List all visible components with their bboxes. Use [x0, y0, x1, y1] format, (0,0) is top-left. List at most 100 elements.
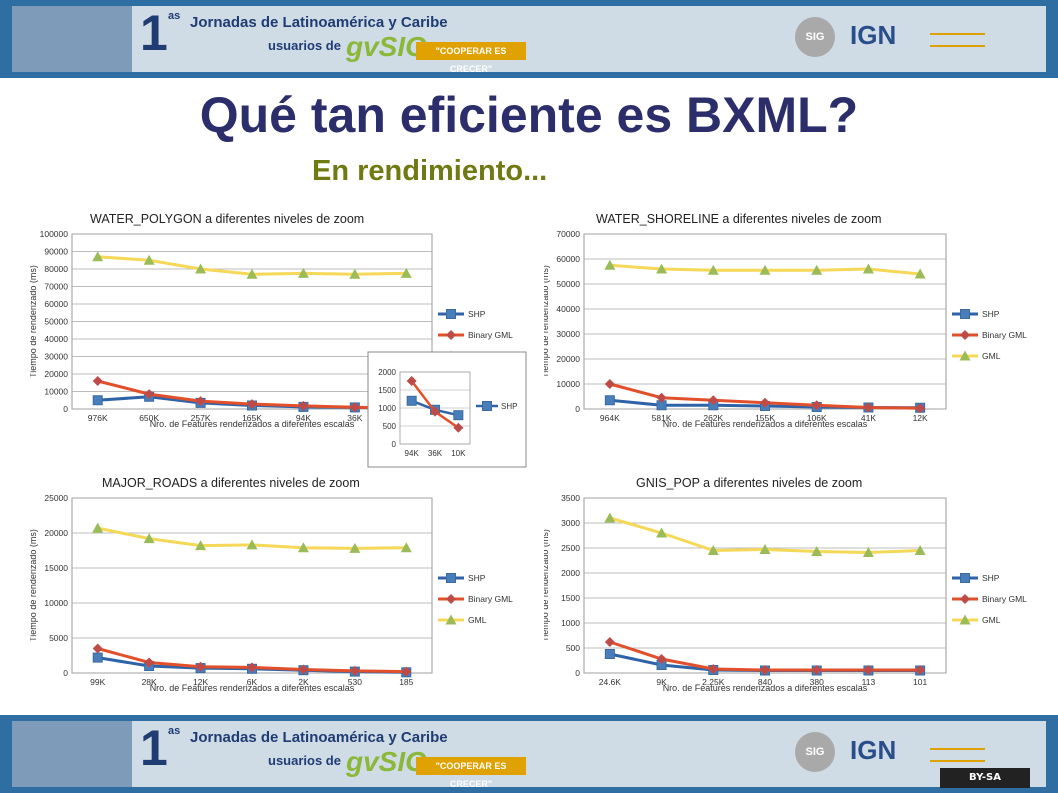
banner-line1: Jornadas de Latinoamérica y Caribe: [190, 729, 448, 746]
x-tick-label: 106K: [807, 413, 827, 423]
inset-x-tick-label: 94K: [405, 449, 420, 458]
legend-marker: [959, 350, 971, 361]
y-tick-label: 5000: [49, 633, 68, 643]
x-tick-label: 262K: [703, 413, 723, 423]
data-point: [349, 665, 360, 676]
plot-area: [583, 233, 947, 410]
x-tick-label: 12K: [193, 677, 208, 687]
data-point: [92, 395, 103, 406]
y-tick-label: 10000: [44, 387, 68, 397]
data-point: [707, 545, 719, 555]
banner-ordinal-sup: as: [168, 725, 181, 737]
data-point: [298, 664, 309, 675]
y-tick-label: 2000: [561, 568, 580, 578]
x-tick-label: 165K: [242, 413, 262, 423]
y-tick-label: 40000: [44, 334, 68, 344]
y-tick-label: 1000: [561, 618, 580, 628]
y-axis-label: Tiempo de renderizado (ms): [544, 529, 550, 642]
x-tick-label: 840: [758, 677, 772, 687]
data-point: [656, 527, 668, 538]
chart-water-shoreline-svg: WATER_SHORELINE a diferentes niveles de …: [540, 212, 1027, 429]
legend-entry: GML: [468, 615, 487, 625]
x-tick-label: 2.25K: [702, 677, 725, 687]
banner-background: [12, 721, 1046, 787]
y-tick-label: 3500: [561, 493, 580, 503]
data-point: [862, 547, 874, 557]
y-axis-label: Tiempo de renderizado (ms): [30, 529, 38, 642]
data-point: [604, 512, 616, 523]
legend-entry: Binary GML: [468, 594, 513, 604]
inset-x-tick-label: 10K: [451, 449, 466, 458]
data-point: [656, 654, 667, 664]
y-tick-label: 60000: [44, 299, 68, 309]
y-tick-label: 0: [575, 404, 580, 414]
y-axis-label: Tiempo de renderizado (ms): [544, 265, 550, 378]
y-tick-label: 3000: [561, 518, 580, 528]
ign-logo: IGN: [850, 20, 897, 50]
data-point: [760, 397, 770, 408]
chart-water-polygon-svg: WATER_POLYGON a diferentes niveles de zo…: [28, 212, 527, 468]
y-tick-label: 20000: [44, 369, 68, 379]
y-axis-label: Tiempo de renderizado (ms): [30, 265, 38, 378]
x-axis-label: Nro. de Features renderizados a diferent…: [150, 683, 355, 693]
y-tick-label: 60000: [556, 254, 580, 264]
data-point: [92, 522, 104, 533]
y-tick-label: 500: [566, 643, 580, 653]
banner-line1: Jornadas de Latinoamérica y Caribe: [190, 14, 448, 31]
y-tick-label: 30000: [556, 329, 580, 339]
inset-data-point: [406, 376, 417, 386]
x-tick-label: 257K: [191, 413, 211, 423]
x-axis-label: Nro. de Features renderizados a diferent…: [663, 683, 868, 693]
banner-ordinal: 1: [140, 720, 168, 776]
x-tick-label: 24.6K: [599, 677, 622, 687]
data-point: [92, 652, 103, 663]
data-point: [759, 264, 771, 275]
data-point: [298, 400, 309, 411]
banner-slogan: "COOPERAR ES CRECER": [416, 757, 526, 789]
data-point: [863, 402, 874, 413]
y-tick-label: 10000: [556, 379, 580, 389]
legend-marker: [446, 309, 456, 319]
y-tick-label: 50000: [556, 279, 580, 289]
x-tick-label: 36K: [347, 413, 362, 423]
data-point: [604, 395, 615, 406]
data-point: [247, 662, 257, 673]
y-tick-label: 50000: [44, 317, 68, 327]
y-tick-label: 0: [63, 668, 68, 678]
x-axis-label: Nro. de Features renderizados a diferent…: [663, 419, 868, 429]
legend-marker: [445, 614, 457, 625]
y-tick-label: 10000: [44, 598, 68, 608]
x-tick-label: 380: [810, 677, 824, 687]
data-point: [92, 376, 103, 386]
legend-marker: [960, 309, 970, 319]
legend-entry: SHP: [468, 573, 486, 583]
x-tick-label: 2K: [298, 677, 309, 687]
data-point: [760, 665, 770, 675]
americas-map-icon: [12, 6, 132, 72]
data-point: [759, 544, 771, 554]
inset-y-tick-label: 2000: [378, 368, 396, 377]
data-point: [92, 251, 104, 262]
x-tick-label: 185: [399, 677, 413, 687]
data-point: [915, 403, 926, 414]
data-point: [915, 665, 926, 675]
inset-data-point: [453, 410, 464, 421]
data-point: [195, 396, 206, 407]
chart-title: WATER_POLYGON a diferentes niveles de zo…: [90, 212, 364, 226]
banner-line2: usuarios de: [268, 38, 341, 53]
inset-x-tick-label: 36K: [428, 449, 443, 458]
banner-ordinal-sup: as: [168, 10, 181, 22]
y-tick-label: 30000: [44, 352, 68, 362]
legend-marker: [959, 614, 971, 625]
y-tick-label: 15000: [44, 563, 68, 573]
legend-entry: SHP: [468, 309, 486, 319]
data-point: [195, 661, 206, 672]
data-point: [400, 267, 412, 278]
americas-map-icon: [12, 721, 132, 787]
data-point: [195, 263, 207, 274]
data-point: [707, 264, 719, 275]
x-tick-label: 9K: [656, 677, 667, 687]
data-point: [144, 657, 155, 668]
legend-marker: [446, 573, 456, 583]
inset-y-tick-label: 1500: [378, 386, 396, 395]
